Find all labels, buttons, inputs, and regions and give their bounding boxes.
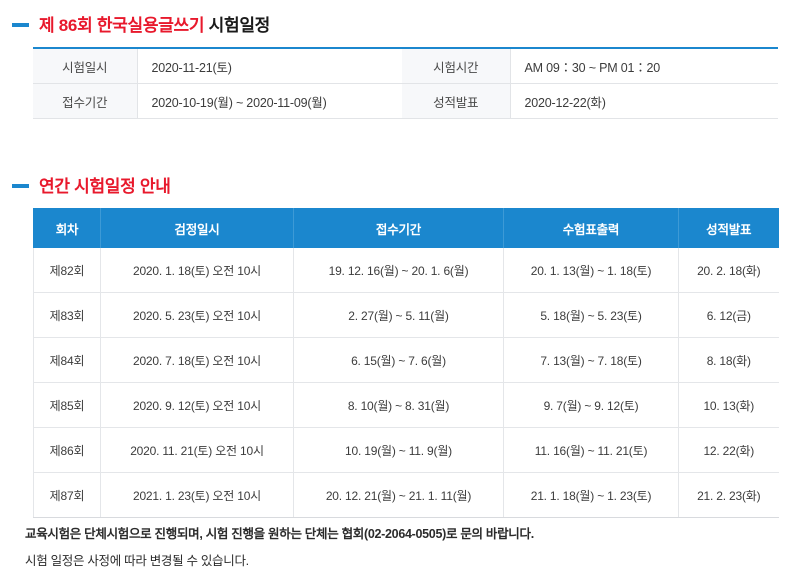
- column-header-exam-datetime: 검정일시: [100, 208, 294, 248]
- cell-ticket-print: 9. 7(월) ~ 9. 12(토): [503, 382, 679, 428]
- annual-schedule-table: 회차 검정일시 접수기간 수험표출력 성적발표 제82회 2020. 1. 18…: [33, 208, 779, 518]
- page-title-text: 제 86회 한국실용글쓰기 시험일정: [39, 11, 270, 36]
- cell-result: 20. 2. 18(화): [678, 248, 779, 293]
- annual-schedule-title-red: 연간 시험일정 안내: [39, 177, 171, 196]
- cell-exam-datetime: 2020. 7. 18(토) 오전 10시: [100, 337, 294, 383]
- application-period-value: 2020-10-19(월) ~ 2020-11-09(월): [137, 83, 402, 119]
- cell-application-period: 20. 12. 21(월) ~ 21. 1. 11(월): [293, 472, 504, 518]
- cell-round: 제85회: [33, 382, 101, 428]
- application-period-label: 접수기간: [33, 83, 138, 119]
- cell-application-period: 6. 15(월) ~ 7. 6(월): [293, 337, 504, 383]
- table-header-row: 회차 검정일시 접수기간 수험표출력 성적발표: [33, 208, 779, 248]
- cell-exam-datetime: 2020. 5. 23(토) 오전 10시: [100, 292, 294, 338]
- table-row: 제82회 2020. 1. 18(토) 오전 10시 19. 12. 16(월)…: [33, 248, 779, 293]
- cell-application-period: 19. 12. 16(월) ~ 20. 1. 6(월): [293, 248, 504, 293]
- table-row: 시험일시 2020-11-21(토) 시험시간 AM 09：30 ~ PM 01…: [33, 48, 778, 84]
- cell-result: 10. 13(화): [678, 382, 779, 428]
- blue-dash-icon: [12, 22, 29, 27]
- page-title-red: 제 86회 한국실용글쓰기: [39, 16, 205, 35]
- exam-date-label: 시험일시: [33, 48, 138, 84]
- cell-exam-datetime: 2020. 9. 12(토) 오전 10시: [100, 382, 294, 428]
- cell-application-period: 2. 27(월) ~ 5. 11(월): [293, 292, 504, 338]
- table-row: 제86회 2020. 11. 21(토) 오전 10시 10. 19(월) ~ …: [33, 427, 779, 473]
- cell-round: 제82회: [33, 248, 101, 293]
- cell-exam-datetime: 2020. 1. 18(토) 오전 10시: [100, 248, 294, 293]
- exam-date-value: 2020-11-21(토): [137, 48, 402, 84]
- cell-result: 8. 18(화): [678, 337, 779, 383]
- cell-application-period: 10. 19(월) ~ 11. 9(월): [293, 427, 504, 473]
- cell-result: 12. 22(화): [678, 427, 779, 473]
- cell-result: 21. 2. 23(화): [678, 472, 779, 518]
- cell-ticket-print: 5. 18(월) ~ 5. 23(토): [503, 292, 679, 338]
- table-row: 접수기간 2020-10-19(월) ~ 2020-11-09(월) 성적발표 …: [33, 83, 778, 119]
- cell-ticket-print: 20. 1. 13(월) ~ 1. 18(토): [503, 248, 679, 293]
- cell-round: 제86회: [33, 427, 101, 473]
- column-header-result: 성적발표: [678, 208, 779, 248]
- footer-notes: 교육시험은 단체시험으로 진행되며, 시험 진행을 원하는 단체는 협회(02-…: [25, 528, 534, 567]
- cell-round: 제87회: [33, 472, 101, 518]
- result-date-value: 2020-12-22(화): [510, 83, 778, 119]
- cell-round: 제83회: [33, 292, 101, 338]
- annual-schedule-title: 연간 시험일정 안내: [12, 172, 171, 197]
- column-header-ticket-print: 수험표출력: [503, 208, 679, 248]
- cell-application-period: 8. 10(월) ~ 8. 31(월): [293, 382, 504, 428]
- cell-exam-datetime: 2020. 11. 21(토) 오전 10시: [100, 427, 294, 473]
- cell-result: 6. 12(금): [678, 292, 779, 338]
- cell-exam-datetime: 2021. 1. 23(토) 오전 10시: [100, 472, 294, 518]
- table-row: 제84회 2020. 7. 18(토) 오전 10시 6. 15(월) ~ 7.…: [33, 337, 779, 383]
- cell-round: 제84회: [33, 337, 101, 383]
- cell-ticket-print: 7. 13(월) ~ 7. 18(토): [503, 337, 679, 383]
- table-row: 제83회 2020. 5. 23(토) 오전 10시 2. 27(월) ~ 5.…: [33, 292, 779, 338]
- result-date-label: 성적발표: [402, 83, 511, 119]
- exam-time-value: AM 09：30 ~ PM 01：20: [510, 48, 778, 84]
- cell-ticket-print: 11. 16(월) ~ 11. 21(토): [503, 427, 679, 473]
- blue-dash-icon: [12, 183, 29, 188]
- cell-ticket-print: 21. 1. 18(월) ~ 1. 23(토): [503, 472, 679, 518]
- page-title: 제 86회 한국실용글쓰기 시험일정: [12, 11, 270, 36]
- note-schedule-change: 시험 일정은 사정에 따라 변경될 수 있습니다.: [25, 553, 249, 568]
- exam-summary-table: 시험일시 2020-11-21(토) 시험시간 AM 09：30 ~ PM 01…: [33, 47, 778, 119]
- table-row: 제87회 2021. 1. 23(토) 오전 10시 20. 12. 21(월)…: [33, 472, 779, 518]
- column-header-application-period: 접수기간: [293, 208, 504, 248]
- annual-schedule-title-text: 연간 시험일정 안내: [39, 172, 171, 197]
- note-group-exam: 교육시험은 단체시험으로 진행되며, 시험 진행을 원하는 단체는 협회(02-…: [25, 527, 534, 541]
- exam-time-label: 시험시간: [402, 48, 511, 84]
- column-header-round: 회차: [33, 208, 101, 248]
- table-row: 제85회 2020. 9. 12(토) 오전 10시 8. 10(월) ~ 8.…: [33, 382, 779, 428]
- page-title-black: 시험일정: [208, 16, 271, 35]
